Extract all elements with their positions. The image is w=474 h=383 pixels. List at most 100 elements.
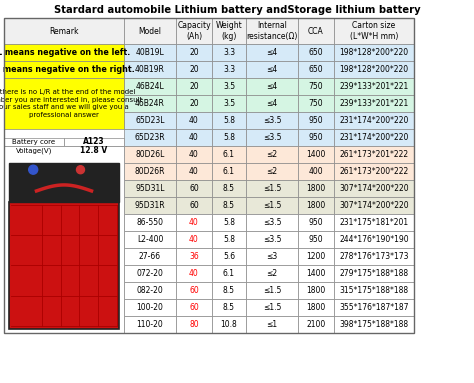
Bar (298, 248, 334, 265)
Text: 20: 20 (189, 48, 199, 57)
Bar (212, 112, 246, 129)
Text: ≤3.5: ≤3.5 (263, 133, 281, 142)
Text: 072-20: 072-20 (137, 269, 164, 278)
Bar (4, 61, 124, 78)
Text: L means negative on the left.: L means negative on the left. (0, 48, 131, 57)
Text: ≤1.5: ≤1.5 (263, 286, 281, 295)
Bar (124, 78, 176, 95)
Bar (176, 316, 212, 333)
Text: 1800: 1800 (306, 303, 326, 312)
Text: 650: 650 (309, 48, 323, 57)
Text: 12.8 V: 12.8 V (81, 146, 108, 155)
Bar (212, 163, 246, 180)
Bar (124, 61, 176, 78)
Text: 46B24R: 46B24R (135, 99, 165, 108)
Bar (246, 180, 298, 197)
Bar (124, 316, 176, 333)
Bar (334, 316, 414, 333)
Text: 750: 750 (309, 99, 323, 108)
Text: 20: 20 (189, 99, 199, 108)
Text: ≤3: ≤3 (266, 252, 278, 261)
Text: 3.5: 3.5 (223, 99, 235, 108)
Bar (212, 248, 246, 265)
Text: 80: 80 (189, 320, 199, 329)
Bar (176, 248, 212, 265)
Text: Carton size
(L*W*H mm): Carton size (L*W*H mm) (350, 21, 398, 41)
Text: 3.5: 3.5 (223, 82, 235, 91)
Bar (124, 282, 176, 299)
Text: Battery core: Battery core (12, 139, 55, 145)
Bar (334, 18, 414, 44)
Bar (334, 146, 414, 163)
Bar (298, 146, 334, 163)
Bar (4, 146, 124, 333)
Text: 65D23R: 65D23R (135, 133, 165, 142)
Bar (334, 248, 414, 265)
Text: 950: 950 (309, 116, 323, 125)
Text: L2-400: L2-400 (137, 235, 163, 244)
Bar (246, 265, 298, 282)
Bar (176, 197, 212, 214)
Text: 198*128*200*220: 198*128*200*220 (339, 48, 409, 57)
Text: 5.8: 5.8 (223, 235, 235, 244)
Text: 307*174*200*220: 307*174*200*220 (339, 184, 409, 193)
Text: 650: 650 (309, 65, 323, 74)
Text: 8.5: 8.5 (223, 286, 235, 295)
Text: ≤4: ≤4 (266, 48, 278, 57)
Bar (246, 282, 298, 299)
Text: If there is no L/R at the end of the model
number you are interested in, please : If there is no L/R at the end of the mod… (0, 89, 143, 118)
Bar (334, 197, 414, 214)
Bar (246, 95, 298, 112)
Bar (124, 214, 176, 231)
Bar (176, 129, 212, 146)
Bar (298, 78, 334, 95)
Bar (124, 18, 176, 44)
Text: 261*173*200*222: 261*173*200*222 (339, 167, 409, 176)
Text: 40: 40 (189, 235, 199, 244)
Text: 8.5: 8.5 (223, 184, 235, 193)
Text: ≤3.5: ≤3.5 (263, 235, 281, 244)
Text: 10.8: 10.8 (220, 320, 237, 329)
Bar (124, 248, 176, 265)
Bar (298, 214, 334, 231)
Bar (124, 299, 176, 316)
Text: 1800: 1800 (306, 286, 326, 295)
Text: 40: 40 (189, 167, 199, 176)
Bar (298, 95, 334, 112)
Bar (246, 18, 298, 44)
Bar (212, 299, 246, 316)
Text: 40: 40 (189, 218, 199, 227)
Bar (298, 265, 334, 282)
Text: 5.6: 5.6 (223, 252, 235, 261)
Bar (212, 282, 246, 299)
Text: 86-550: 86-550 (137, 218, 164, 227)
Bar (246, 214, 298, 231)
Bar (246, 163, 298, 180)
Bar (9, 163, 119, 201)
Bar (212, 180, 246, 197)
Bar (334, 112, 414, 129)
Text: 198*128*200*220: 198*128*200*220 (339, 65, 409, 74)
Text: 1400: 1400 (306, 269, 326, 278)
Text: Stardard automobile Lithium battery andStorage lithium battery: Stardard automobile Lithium battery andS… (54, 5, 420, 15)
Bar (4, 44, 124, 61)
Text: ≤2: ≤2 (266, 269, 278, 278)
Bar (124, 129, 176, 146)
Bar (212, 44, 246, 61)
Bar (176, 214, 212, 231)
Bar (212, 265, 246, 282)
Text: CCA: CCA (308, 26, 324, 36)
Bar (212, 95, 246, 112)
Bar (246, 146, 298, 163)
Text: Remark: Remark (49, 26, 79, 36)
Bar (212, 129, 246, 146)
Text: 60: 60 (189, 184, 199, 193)
Bar (298, 44, 334, 61)
Text: 231*174*200*220: 231*174*200*220 (339, 116, 409, 125)
Text: 46B24L: 46B24L (136, 82, 164, 91)
Bar (298, 163, 334, 180)
Bar (298, 112, 334, 129)
Text: ≤2: ≤2 (266, 167, 278, 176)
Text: ≤4: ≤4 (266, 99, 278, 108)
Text: 950: 950 (309, 235, 323, 244)
